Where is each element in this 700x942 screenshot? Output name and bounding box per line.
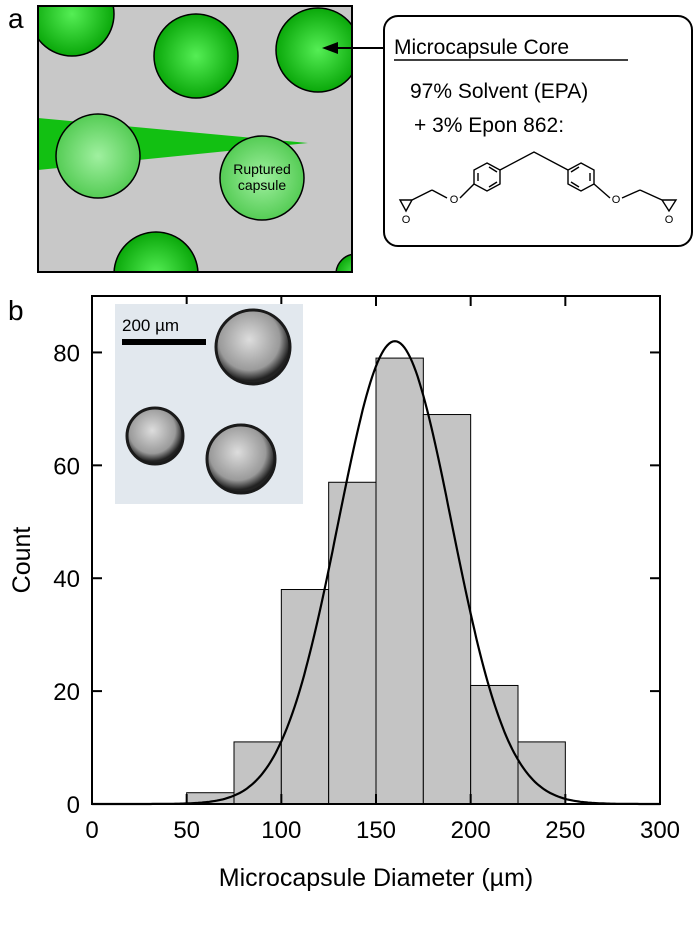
plot-frame [91,295,661,805]
y-tick-label: 40 [53,566,80,593]
histogram-plot: 0 50 100 150 200 250 300 0 20 40 60 80 Microcapsule… [8,295,680,892]
micrograph-capsule-medium [205,423,277,495]
capsule-ruptured-left [55,113,141,199]
y-tick-label: 80 [53,340,80,367]
scale-bar-label: 200 µm [122,316,179,335]
y-tick-label: 20 [53,679,80,706]
micrograph-inset: 200 µm [115,304,303,504]
atom-o-epoxide-right: O [665,214,674,226]
capsule-bottom-right [335,253,352,272]
epon-862-structure [398,151,678,213]
panel-b-label: b [8,295,24,326]
capsule-ruptured [219,135,305,221]
y-tick-label: 0 [67,792,80,819]
capsule-top-middle [153,13,239,99]
core-composition-box: Microcapsule Core 97% Solvent (EPA) + 3%… [383,15,693,247]
capsule-schematic: Ruptured capsule [37,5,353,273]
x-tick-label: 50 [173,817,200,844]
x-axis-label: Microcapsule Diameter (µm) [219,864,533,892]
schematic-frame [37,5,353,273]
x-tick-label: 150 [356,817,396,844]
histogram-bars [186,357,566,805]
capsule-bottom [113,231,199,272]
y-axis-label: Count [8,527,36,594]
x-tick-label: 0 [85,817,98,844]
core-box-frame [383,15,693,247]
axis-ticks: 0 50 100 150 200 250 300 0 20 40 60 80 [53,296,680,844]
ruptured-label-line1: Ruptured [233,161,291,177]
histogram-bar [233,741,282,805]
x-tick-label: 100 [261,817,301,844]
y-tick-label: 60 [53,453,80,480]
atom-o-right: O [612,194,621,206]
x-tick-label: 200 [451,817,491,844]
capsule-top-right [275,7,352,93]
x-tick-label: 300 [640,817,680,844]
x-tick-label: 250 [545,817,585,844]
panel-a-label: a [8,3,24,34]
histogram-bar [517,741,566,805]
histogram-bar [375,357,424,805]
micrograph-capsule-large [214,308,292,386]
core-box-line2: + 3% Epon 862: [414,114,564,137]
core-arrow [322,42,384,54]
histogram-bar [280,589,330,805]
micrograph-capsule-small [125,406,185,466]
atom-o-left: O [450,194,459,206]
ruptured-label-line2: capsule [238,177,286,193]
histogram-bar [422,414,472,805]
atom-o-epoxide-left: O [402,214,411,226]
core-box-line1: 97% Solvent (EPA) [410,80,588,103]
capsule-top-left [38,6,115,57]
core-box-title: Microcapsule Core [394,36,569,59]
